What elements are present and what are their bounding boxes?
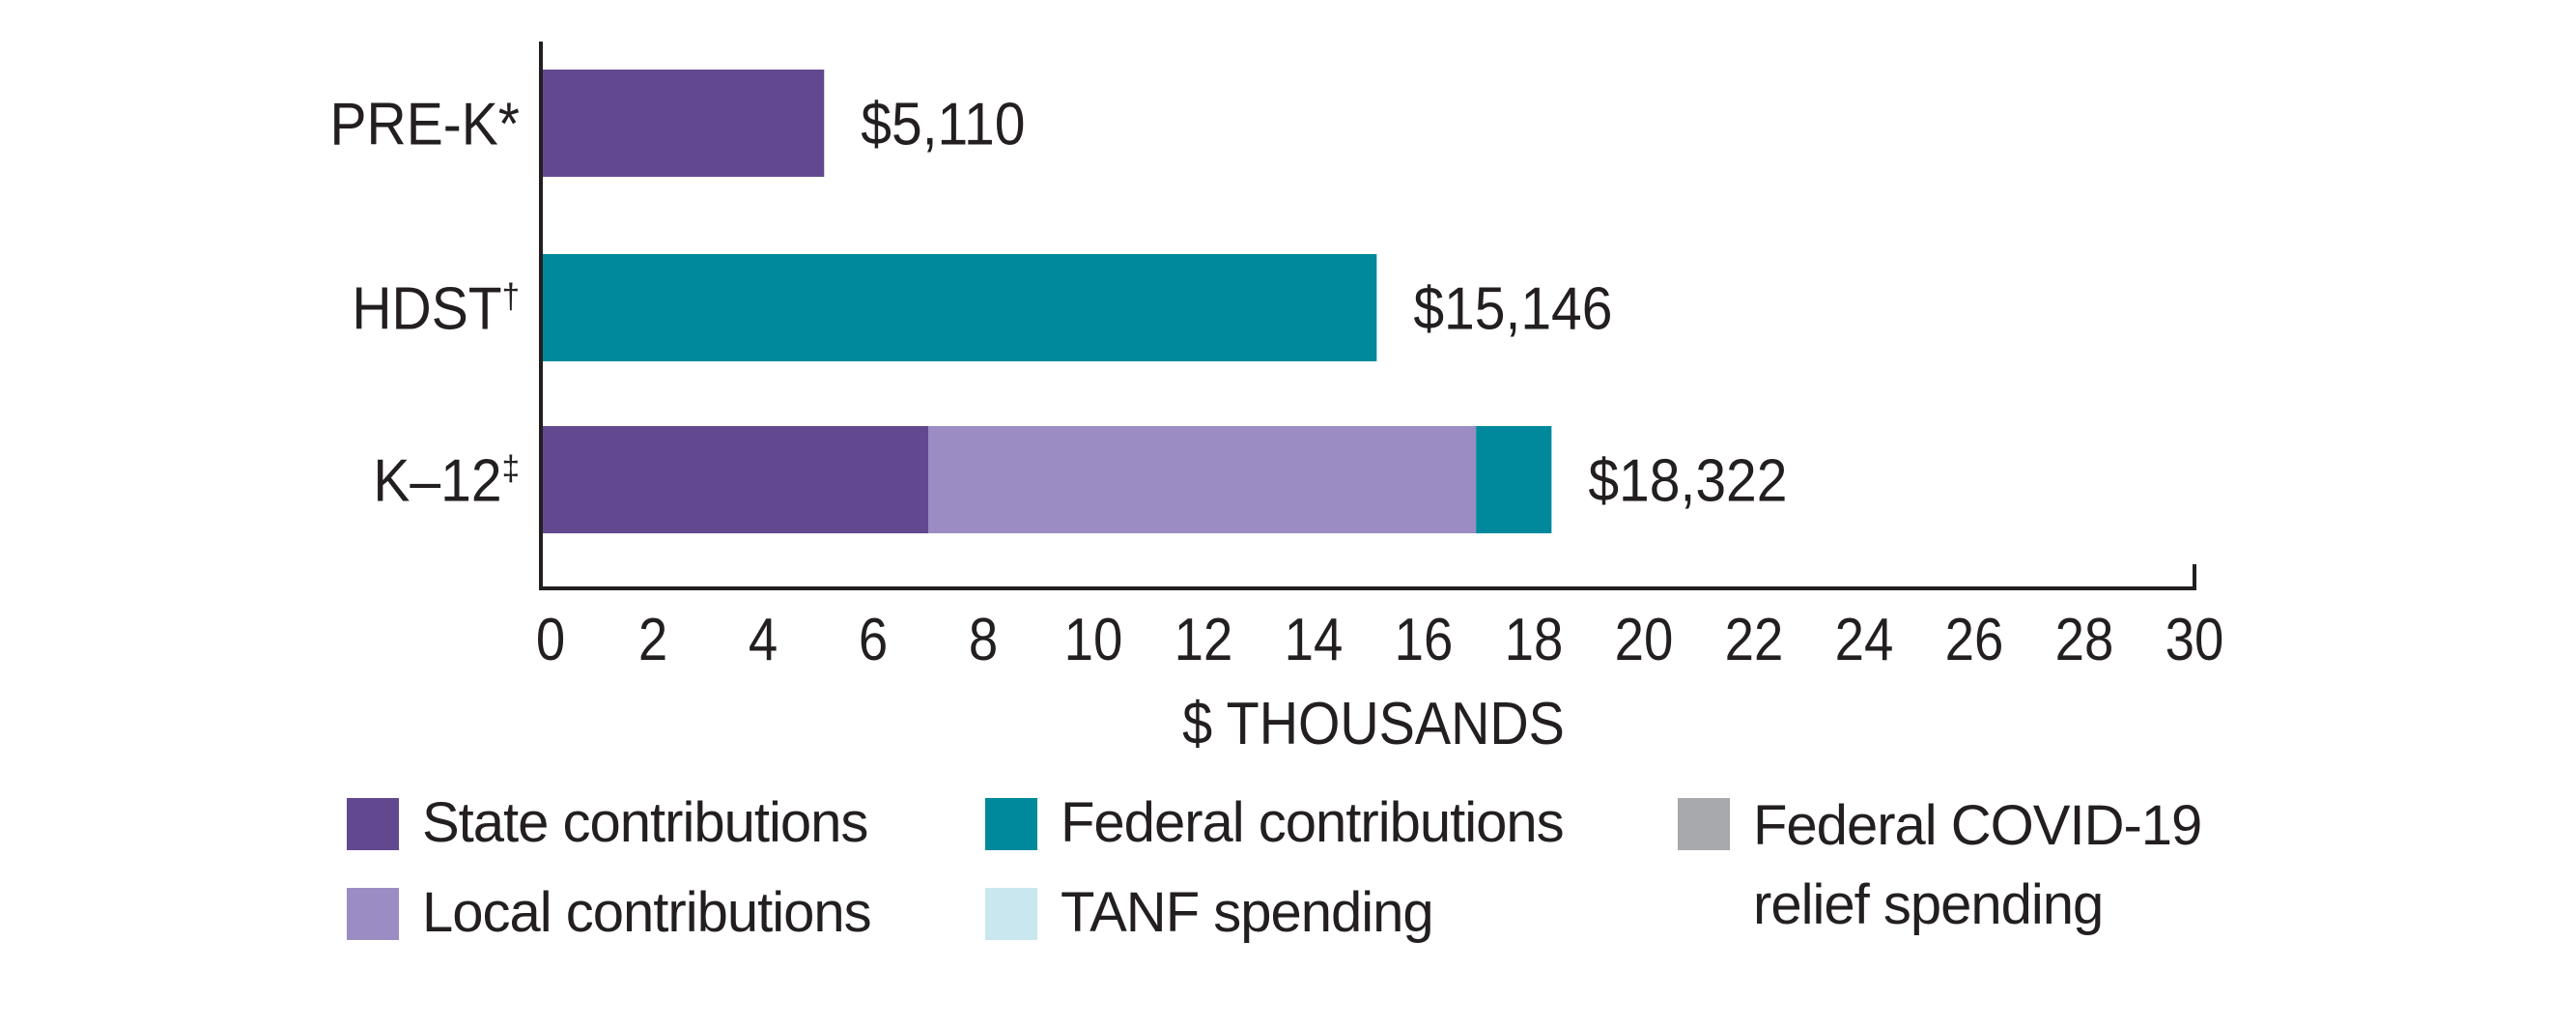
legend-label-covid-relief: Federal COVID-19 relief spending xyxy=(1753,794,2202,936)
category-label-text: K–12 xyxy=(373,446,501,514)
x-tick-label: 24 xyxy=(1835,607,1894,673)
bars-layer xyxy=(543,70,1552,533)
legend-label-tanf: TANF spending xyxy=(1061,881,1434,944)
bar-segment-k-12-federal-contributions xyxy=(1476,426,1552,533)
legend-label-federal: Federal contributions xyxy=(1061,791,1565,854)
x-tick-label: 30 xyxy=(2166,607,2224,673)
legend-swatch-state xyxy=(347,798,399,850)
value-label-pre-k: $5,110 xyxy=(861,90,1025,157)
x-tick-label: 28 xyxy=(2055,607,2114,673)
category-footnote-marker: † xyxy=(502,277,520,316)
legend-label-local: Local contributions xyxy=(422,881,872,944)
legend-swatch-tanf xyxy=(985,888,1037,940)
x-tick-label: 6 xyxy=(859,607,888,673)
category-labels: PRE-K* HDST† K–12‡ xyxy=(329,90,520,514)
category-label-hdst: HDST† xyxy=(352,274,520,342)
value-label-k-12: $18,322 xyxy=(1588,446,1787,514)
legend-item-local: Local contributions xyxy=(347,881,872,950)
legend-item-federal: Federal contributions xyxy=(985,791,1565,860)
x-tick-label: 26 xyxy=(1945,607,2004,673)
category-label-text: PRE-K xyxy=(329,90,498,157)
value-label-hdst: $15,146 xyxy=(1413,274,1612,342)
category-footnote-marker: ‡ xyxy=(502,449,520,488)
category-label-text: HDST xyxy=(352,274,501,342)
legend-swatch-local xyxy=(347,888,399,940)
value-labels: $5,110 $15,146 $18,322 xyxy=(861,90,1787,514)
bar-segment-pre-k-state-contributions xyxy=(543,70,825,177)
legend-item-covid-relief: Federal COVID-19 relief spending xyxy=(1678,794,2294,945)
category-label-k-12: K–12‡ xyxy=(373,446,520,514)
x-axis-title: $ THOUSANDS xyxy=(1182,691,1565,756)
bar-segment-hdst-federal-contributions xyxy=(543,254,1377,361)
legend-swatch-covid-relief xyxy=(1678,798,1730,850)
category-footnote-marker: * xyxy=(498,90,520,157)
x-tick-label: 14 xyxy=(1285,607,1344,673)
x-tick-label: 2 xyxy=(638,607,667,673)
legend-label-state: State contributions xyxy=(422,791,868,854)
category-label-pre-k: PRE-K* xyxy=(329,90,520,157)
x-tick-labels: 0 2 4 6 8 10 12 14 16 18 20 22 24 26 28 30 xyxy=(536,607,2224,673)
bar-segment-k-12-local-contributions xyxy=(928,426,1477,533)
x-tick-label: 22 xyxy=(1725,607,1784,673)
x-tick-label: 12 xyxy=(1175,607,1233,673)
x-tick-label: 8 xyxy=(969,607,998,673)
x-tick-label: 18 xyxy=(1505,607,1564,673)
x-tick-label: 4 xyxy=(749,607,778,673)
x-tick-label: 20 xyxy=(1615,607,1674,673)
x-tick-label: 0 xyxy=(536,607,565,673)
bar-segment-k-12-state-contributions xyxy=(543,426,928,533)
x-tick-label: 16 xyxy=(1395,607,1454,673)
legend-item-tanf: TANF spending xyxy=(985,881,1434,950)
legend-item-state: State contributions xyxy=(347,791,868,860)
legend-swatch-federal xyxy=(985,798,1037,850)
x-tick-label: 10 xyxy=(1064,607,1123,673)
